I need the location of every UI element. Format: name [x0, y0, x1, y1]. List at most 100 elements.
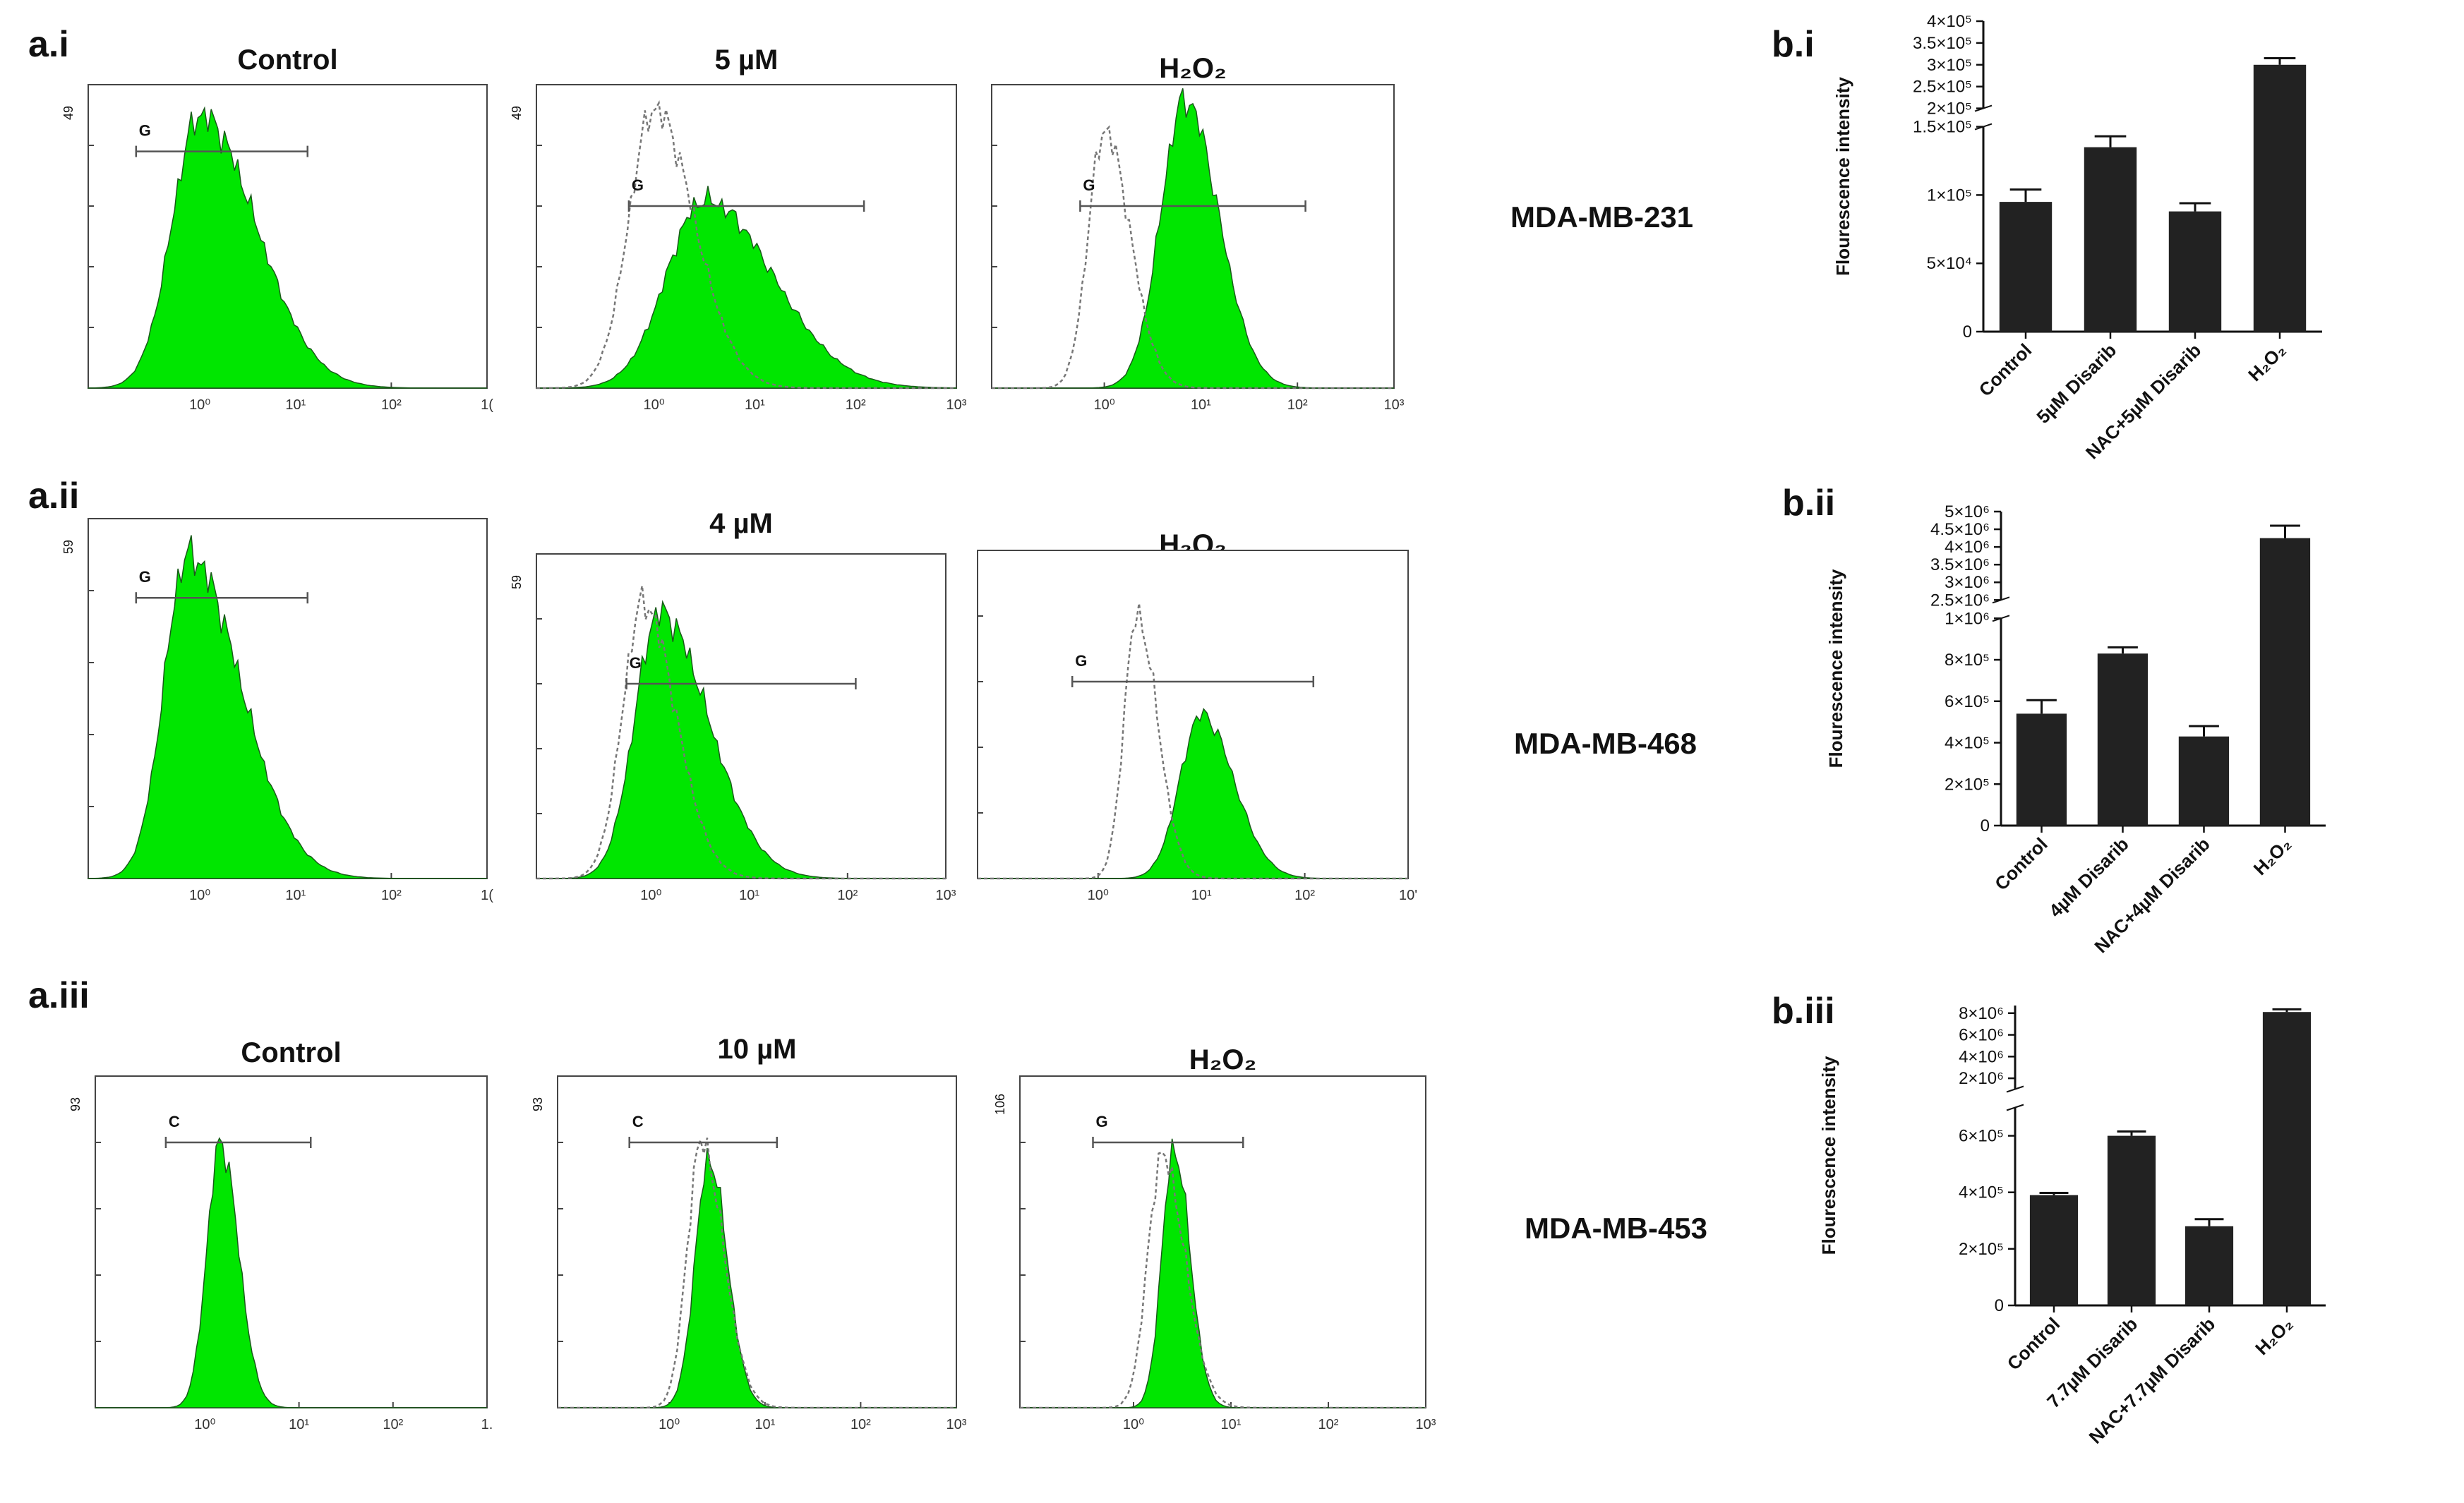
x-tick-label: Control [1990, 833, 2052, 895]
x-tick-label: 10³ [1416, 1417, 1436, 1432]
y-tick-label: 0 [1995, 1296, 2004, 1315]
control-overlay-line [558, 1137, 956, 1409]
bar-1 [2029, 1195, 2079, 1305]
y-tick-label: 4×10⁶ [1959, 1047, 2004, 1066]
histogram-title: H₂O₂ [1159, 53, 1227, 84]
y-tick-label: 3.5×10⁶ [1930, 555, 1990, 574]
bar-chart-3: b.iii 0 2×10⁵ 4×10⁵ 6×10⁵ 2×10⁶ 4×10⁶ 6×10⁶ 8×10… [1772, 991, 2326, 1448]
y-tick-label: 6×10⁶ [1959, 1026, 2004, 1045]
histogram-fill [88, 535, 487, 879]
histogram-fill [992, 88, 1394, 389]
x-tick-label: 10⁰ [1088, 888, 1109, 903]
gate-label: G [630, 654, 642, 672]
control-overlay-line [992, 125, 1394, 390]
bar-3 [2178, 736, 2230, 826]
x-tick-label: 1. [481, 1417, 493, 1432]
bar-1 [1999, 202, 2053, 332]
x-tick-label: 10³ [946, 397, 967, 413]
histogram-title: H₂O₂ [1189, 1044, 1257, 1075]
y-max-label: 59 [510, 575, 524, 589]
x-tick-label: H₂O₂ [2244, 339, 2290, 385]
cell-line-label: MDA-MB-468 [1514, 727, 1697, 760]
bar-2 [2084, 147, 2137, 332]
histogram-ii-2: 4 µM 59 10⁰ 10¹ 10² 10³ G [510, 508, 956, 903]
x-tick-label: 10¹ [289, 1417, 309, 1432]
bar-1 [2016, 713, 2067, 826]
x-tick-label: 10³ [946, 1417, 967, 1432]
x-tick-label: Control [2003, 1313, 2065, 1375]
y-tick-label: 5×10⁴ [1927, 254, 1972, 273]
y-tick-label: 2×10⁶ [1959, 1069, 2004, 1088]
histogram-fill [1020, 1138, 1426, 1408]
gate-label: G [1075, 652, 1087, 670]
x-tick-label: 10² [1287, 397, 1308, 413]
axis-break-mark [2006, 1104, 2024, 1111]
y-tick-label: 4×10⁵ [1959, 1183, 2004, 1202]
y-axis-label: Flourescence intensity [1818, 1056, 1839, 1255]
y-max-label: 93 [68, 1097, 83, 1111]
histogram-fill [88, 106, 487, 389]
x-tick-label: 10¹ [745, 397, 765, 413]
histogram-title: 5 µM [715, 44, 779, 76]
panel-label-b: b.i [1772, 24, 1815, 65]
gate-label: G [139, 568, 151, 586]
y-tick-label: 2.5×10⁶ [1930, 591, 1990, 610]
histogram-title: Control [241, 1037, 341, 1068]
histogram-frame [1019, 1075, 1426, 1408]
x-tick-label: 10⁰ [1093, 397, 1114, 413]
y-tick-label: 5×10⁶ [1945, 502, 1990, 521]
x-tick-label: 10⁰ [189, 397, 210, 413]
y-max-label: 49 [61, 106, 76, 120]
gate-label: G [1096, 1113, 1108, 1130]
histogram-title: 10 µM [718, 1034, 797, 1065]
x-tick-label: 10² [383, 1417, 403, 1432]
bar-chart-2: b.ii 0 2×10⁵ 4×10⁵ 6×10⁵ 8×10⁵ 1×10⁶2.5×10⁶3×1… [1782, 483, 2326, 957]
y-tick-label: 0 [1981, 816, 1990, 835]
x-tick-label: 10¹ [1221, 1417, 1242, 1432]
y-tick-label: 3×10⁶ [1945, 573, 1990, 592]
control-overlay-line [536, 585, 946, 880]
y-tick-label: 1.5×10⁵ [1913, 118, 1972, 137]
x-tick-label: 10¹ [1191, 397, 1211, 413]
x-tick-label: 10⁰ [189, 888, 210, 903]
x-tick-label: 10¹ [285, 397, 306, 413]
histogram-i-2: 5 µM 49 10⁰ 10¹ 10² 10³ G [510, 44, 967, 413]
axis-break-mark [2006, 1085, 2024, 1093]
panel-label-b: b.ii [1782, 483, 1835, 524]
y-tick-label: 6×10⁵ [1959, 1127, 2004, 1146]
x-tick-label: 4µM Disarib [2045, 833, 2133, 922]
panel-label-a-ii: a.ii [28, 476, 79, 517]
y-tick-label: 8×10⁵ [1945, 651, 1990, 670]
control-overlay-line [978, 603, 1408, 880]
control-overlay-line [536, 100, 956, 390]
bar-4 [2253, 64, 2307, 332]
gate-label: C [632, 1113, 644, 1130]
histogram-fill [536, 186, 957, 389]
x-tick-label: 10⁰ [643, 397, 664, 413]
histogram-i-1: Control 49 10⁰ 10¹ 10² 1(G [61, 44, 493, 413]
x-tick-label: 10¹ [285, 888, 306, 903]
histogram-title: 4 µM [709, 508, 773, 539]
histogram-fill [95, 1137, 487, 1408]
gate-label: G [1083, 176, 1095, 194]
x-tick-label: 10² [851, 1417, 871, 1432]
y-tick-label: 1×10⁵ [1927, 186, 1972, 205]
y-tick-label: 0 [1963, 322, 1972, 342]
bar-3 [2168, 211, 2222, 332]
histogram-iii-1: Control 93 10⁰ 10¹ 10² 1. C [68, 1037, 493, 1432]
bar-3 [2184, 1226, 2234, 1305]
histogram-iii-3: H₂O₂ 106 10⁰ 10¹ 10² 10³ G [993, 1044, 1436, 1432]
x-tick-label: H₂O₂ [2251, 1313, 2297, 1359]
histogram-frame [95, 1075, 488, 1408]
x-tick-label: H₂O₂ [2249, 833, 2295, 879]
x-tick-label: 10' [1399, 888, 1417, 903]
panel-label-a-i: a.i [28, 24, 69, 65]
gate-label: G [139, 122, 151, 140]
gate-label: C [169, 1113, 180, 1130]
x-tick-label: 10¹ [739, 888, 759, 903]
